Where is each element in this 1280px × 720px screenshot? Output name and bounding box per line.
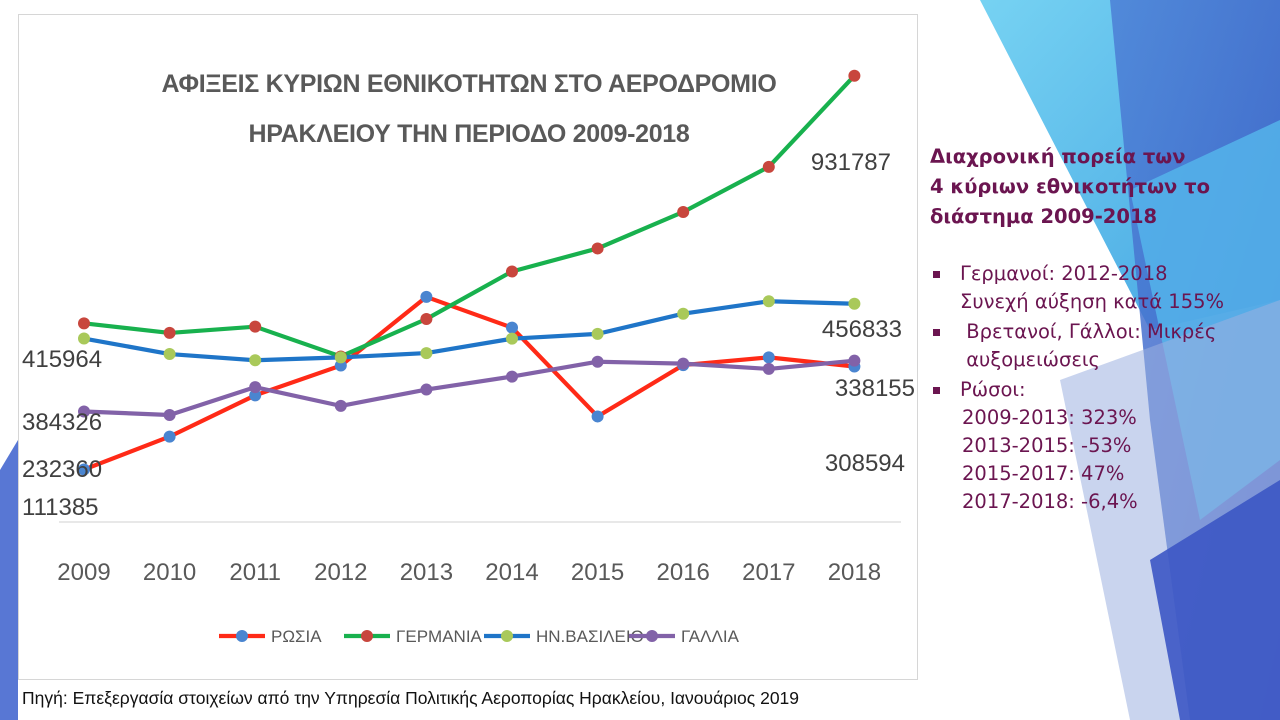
- data-point: [163, 326, 176, 339]
- x-tick-label: 2013: [400, 559, 453, 586]
- russians-period-4: 2017-2018: -6,4%: [962, 490, 1138, 513]
- legend-label: ΗΝ.ΒΑΣΙΛΕΙΟ: [536, 627, 644, 646]
- data-point: [677, 205, 690, 218]
- legend-marker: [646, 630, 658, 642]
- legend-marker: [501, 630, 513, 642]
- data-point: [677, 307, 690, 320]
- chart-title: ΑΦΙΞΕΙΣ ΚΥΡΙΩΝ ΕΘΝΙΚΟΤΗΤΩΝ ΣΤΟ ΑΕΡΟΔΡΟΜΙ…: [79, 59, 859, 159]
- bullet-russians: Ρώσοι: 2009-2013: 323% 2013-2015: -53% 2…: [930, 376, 1275, 516]
- bullet-square-icon: [933, 271, 940, 278]
- data-point: [163, 348, 176, 361]
- legend-label: ΡΩΣΙΑ: [271, 627, 322, 646]
- x-tick-label: 2016: [657, 559, 710, 586]
- legend-label: ΓΕΡΜΑΝΙΑ: [396, 627, 483, 646]
- data-point: [848, 297, 861, 310]
- side-heading-line-3: διάστημα 2009-2018: [930, 205, 1158, 228]
- data-label: 415964: [22, 346, 102, 373]
- bullet-russians-line-1: Ρώσοι:: [960, 378, 1026, 401]
- data-label: 456833: [822, 316, 902, 343]
- data-point: [762, 295, 775, 308]
- line-chart: 2009 2010 2011 2012 2013 2014 2015 2016 2017 2018…: [22, 69, 915, 646]
- data-point: [506, 332, 518, 345]
- series-line: [83, 358, 855, 418]
- data-point: [762, 160, 775, 173]
- data-point: [591, 242, 604, 255]
- x-tick-label: 2015: [571, 559, 624, 586]
- data-point: [420, 347, 433, 360]
- bullet-square-icon: [933, 387, 940, 394]
- data-point: [420, 313, 433, 325]
- data-point: [163, 430, 176, 443]
- data-point: [762, 362, 775, 375]
- x-tick-label: 2017: [742, 559, 795, 586]
- chart-panel: ΑΦΙΞΕΙΣ ΚΥΡΙΩΝ ΕΘΝΙΚΟΤΗΤΩΝ ΣΤΟ ΑΕΡΟΔΡΟΜΙ…: [18, 14, 918, 680]
- legend-marker: [361, 630, 373, 642]
- data-point: [506, 321, 518, 334]
- ribbon-bottom-dark: [1150, 480, 1280, 720]
- data-point: [677, 357, 690, 370]
- russians-period-1: 2009-2013: 323%: [962, 406, 1137, 429]
- data-point: [249, 354, 262, 367]
- side-panel: Διαχρονική πορεία των 4 κύριων εθνικοτήτ…: [930, 142, 1275, 518]
- data-point: [249, 381, 262, 394]
- data-point: [334, 399, 347, 412]
- data-label: 308594: [825, 450, 905, 477]
- source-note: Πηγή: Επεξεργασία στοιχείων από την Υπηρ…: [22, 688, 800, 708]
- data-point: [506, 265, 518, 278]
- russians-period-3: 2015-2017: 47%: [962, 462, 1125, 485]
- bullet-germans-line-1: Γερμανοί: 2012-2018: [960, 262, 1168, 285]
- data-point: [762, 351, 775, 364]
- bullet-british-french-line-1: Βρετανοί, Γάλλοι: Μικρές: [960, 320, 1217, 343]
- legend-marker: [236, 630, 248, 642]
- series-line: [83, 74, 856, 359]
- data-point: [848, 69, 861, 82]
- bullet-germans: Γερμανοί: 2012-2018 Συνεχή αύξηση κατά 1…: [930, 260, 1275, 316]
- data-label: 384326: [22, 409, 102, 436]
- data-point: [78, 332, 90, 345]
- side-heading-line-2: 4 κύριων εθνικοτήτων το: [930, 175, 1210, 198]
- data-point: [506, 370, 518, 383]
- bullet-square-icon: [933, 329, 940, 336]
- data-point: [78, 317, 90, 330]
- series-line: [83, 294, 855, 472]
- series-line: [83, 299, 855, 363]
- x-tick-label: 2009: [57, 559, 110, 586]
- data-label: 232360: [22, 456, 102, 483]
- russians-period-2: 2013-2015: -53%: [962, 434, 1132, 457]
- bullet-germans-line-2: Συνεχή αύξηση κατά 155%: [960, 290, 1225, 313]
- data-point: [334, 351, 347, 364]
- x-tick-label: 2011: [229, 559, 281, 586]
- data-label: 338155: [835, 375, 915, 402]
- legend-label: ΓΑΛΛΙΑ: [681, 627, 740, 646]
- x-tick-label: 2018: [828, 559, 881, 586]
- x-tick-label: 2012: [314, 559, 367, 586]
- chart-title-line-1: ΑΦΙΞΕΙΣ ΚΥΡΙΩΝ ΕΘΝΙΚΟΤΗΤΩΝ ΣΤΟ ΑΕΡΟΔΡΟΜΙ…: [161, 70, 777, 98]
- bullet-british-french-line-2: αυξομειώσεις: [960, 348, 1100, 371]
- data-point: [848, 354, 861, 367]
- side-heading-line-1: Διαχρονική πορεία των: [930, 145, 1186, 168]
- data-point: [163, 409, 176, 421]
- data-point: [249, 320, 262, 333]
- data-point: [591, 355, 604, 368]
- data-point: [78, 405, 90, 418]
- data-point: [420, 383, 433, 396]
- x-tick-label: 2014: [485, 559, 538, 586]
- side-heading: Διαχρονική πορεία των 4 κύριων εθνικοτήτ…: [930, 142, 1275, 232]
- ribbon-left: [0, 440, 18, 720]
- bullet-british-french: Βρετανοί, Γάλλοι: Μικρές αυξομειώσεις: [930, 318, 1275, 374]
- x-tick-label: 2010: [143, 559, 196, 586]
- data-label: 931787: [811, 149, 891, 176]
- data-point: [591, 410, 604, 423]
- chart-title-line-2: ΗΡΑΚΛΕΙΟΥ ΤΗΝ ΠΕΡΙΟΔΟ 2009-2018: [248, 120, 690, 148]
- data-point: [591, 327, 604, 340]
- data-point: [78, 463, 90, 476]
- data-point: [420, 290, 433, 303]
- data-label: 111385: [22, 494, 99, 521]
